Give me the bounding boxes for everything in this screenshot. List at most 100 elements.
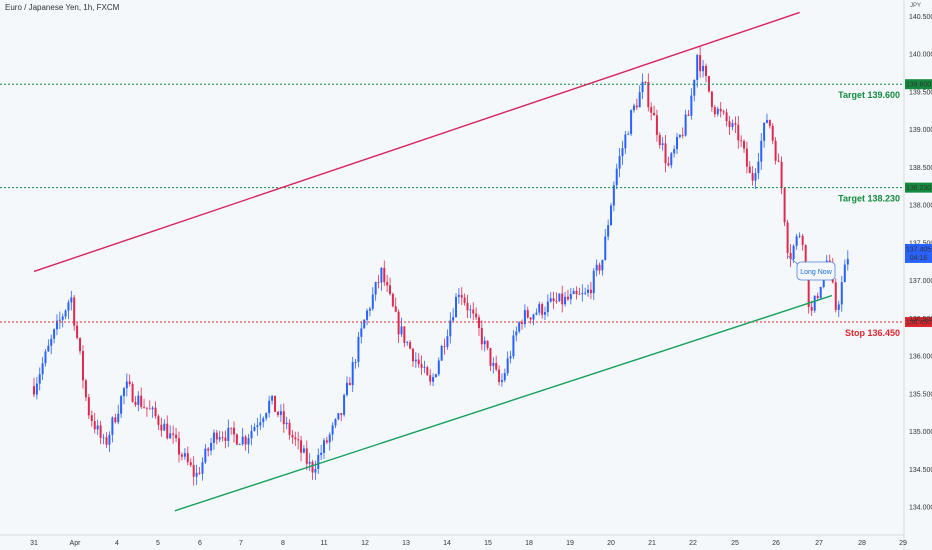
candle-body [813,295,816,311]
candle-body [374,282,377,295]
time-tick-label: 15 [484,540,492,547]
candle-body [256,425,259,427]
candle-body [737,124,740,141]
time-tick-label: 8 [281,540,285,547]
candle-body [506,358,509,374]
candle-body [673,149,676,154]
candle-body [282,411,285,425]
candle-body [389,285,392,294]
candle-body [457,294,460,297]
candle-body [366,310,369,320]
candle-body [47,345,50,352]
candle-body [641,81,644,93]
candle-body [114,417,117,423]
candle-body [351,362,354,386]
price-tick-label: 134.500 [909,467,932,474]
candle-body [99,425,102,438]
candle-body [587,289,590,293]
time-tick-label: 25 [731,540,739,547]
candle-body [538,304,541,313]
price-tick-label: 136.500 [909,316,932,323]
candle-body [801,235,804,245]
candle-body [305,448,308,464]
price-axis[interactable]: 140.500 140.000 139.500 139.000 138.500 138.0… [905,14,932,512]
candle-body [394,306,397,312]
candle-body [195,472,198,477]
candle-body [555,301,558,302]
candle-body [166,423,169,439]
candle-body [498,369,501,382]
lower-channel-line[interactable] [174,294,833,512]
candle-body [768,120,771,126]
candle-body [840,282,843,305]
candle-body [655,115,658,135]
candle-body [391,293,394,307]
price-tick-label: 140.000 [909,52,932,59]
candle-body [670,153,673,166]
candle-body [380,267,383,283]
candle-body [754,173,757,181]
candle-body [189,462,192,466]
candle-body [334,419,337,426]
candle-body [615,168,618,186]
candle-body [224,437,227,441]
price-tick-label: 137.500 [909,240,932,247]
candle-body [397,311,400,335]
candle-body [44,351,47,364]
candle-body [317,454,320,470]
candle-body [846,258,849,265]
trendlines-layer [33,11,833,512]
candle-body [443,346,446,347]
candle-body [33,386,35,395]
candle-body [250,430,253,439]
candle-body [50,338,53,346]
upper-channel-line[interactable] [33,11,800,273]
candle-body [279,411,282,415]
time-tick-label: 21 [648,540,656,547]
candle-body [595,264,598,271]
time-tick-label: 12 [361,540,369,547]
candle-body [414,359,417,362]
candle-body [630,110,633,134]
candle-body [84,380,87,398]
candle-body [340,413,343,415]
price-tick-label: 135.500 [909,391,932,398]
level-price-tag [905,79,932,90]
candle-body [783,188,786,223]
candle-body [320,452,323,455]
candle-body [143,406,146,408]
candle-body [518,322,521,332]
candle-body [710,91,713,108]
candle-body [221,437,224,439]
price-tick-label: 139.500 [909,89,932,96]
candle-body [67,302,70,311]
candle-body [816,295,819,299]
candle-body [477,317,480,329]
candle-body [325,440,328,443]
callout-box [796,261,836,281]
candle-body [696,55,699,80]
candle-body [357,336,360,363]
candle-body [417,359,420,365]
time-axis[interactable]: 31 Apr 4 5 6 7 8 11 12 13 14 15 18 19 20 21 22 25 26 27 28 29 [30,540,907,547]
time-tick-label: Apr [70,540,82,547]
candle-body [183,453,186,457]
candle-body [500,380,503,382]
candle-body [523,310,526,325]
level-price-tag [905,317,932,328]
candle-body [515,331,518,336]
candle-body [734,123,737,125]
candle-body [38,374,41,384]
candle-body [411,348,414,362]
candle-body [638,92,641,108]
candle-body [253,426,256,431]
candle-body [607,225,610,237]
time-tick-label: 18 [525,540,533,547]
price-tick-label: 140.500 [909,14,932,21]
candle-body [578,293,581,295]
candle-body [647,82,650,108]
candle-body [569,294,572,300]
time-tick-label: 31 [30,540,38,547]
candle-body [137,395,140,405]
